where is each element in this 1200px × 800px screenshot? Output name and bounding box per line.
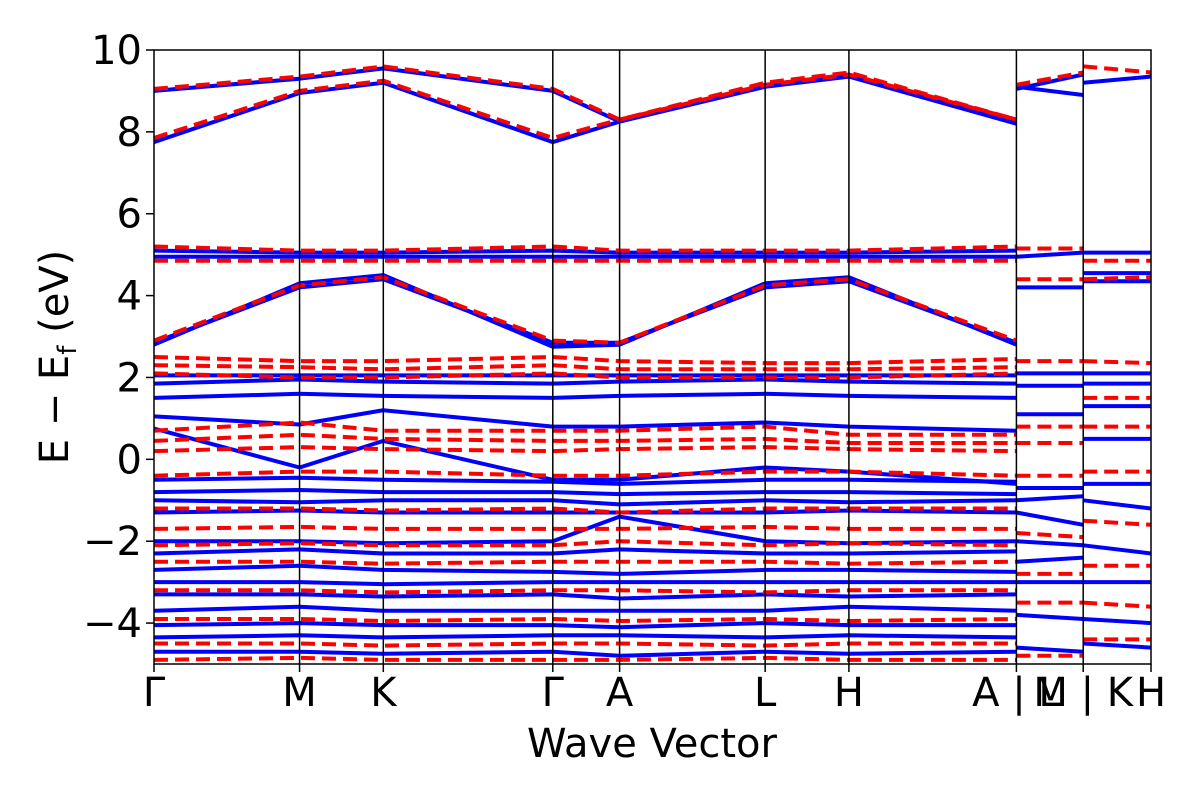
solid-band-line <box>1016 555 1084 564</box>
dashed-band-line <box>1016 70 1084 87</box>
solid-band-line <box>1082 498 1151 511</box>
solid-band-line <box>1083 74 1151 85</box>
solid-band-line <box>154 592 1017 601</box>
solid-band-line <box>1016 510 1084 527</box>
dashed-band-line <box>1016 531 1084 540</box>
solid-band-line <box>154 563 1017 576</box>
dashed-band-line <box>154 469 1017 478</box>
dashed-band-line <box>154 420 1017 437</box>
y-tick-label: −2 <box>83 519 142 565</box>
dashed-band-line <box>154 244 1017 253</box>
solid-band-line <box>154 580 1017 587</box>
y-tick-label: 10 <box>91 28 142 74</box>
y-axis-ticks: 10 8 6 4 2 0 −2 −4 <box>83 28 154 647</box>
solid-band-line <box>154 649 1017 658</box>
solid-band-line <box>154 488 1017 497</box>
y-tick-label: 8 <box>117 110 142 156</box>
x-tick-label: M | K <box>1033 670 1134 716</box>
solid-band-line <box>1016 645 1084 654</box>
dashed-band-line <box>154 588 1017 595</box>
dashed-band-line <box>154 524 1017 531</box>
y-tick-label: 2 <box>117 355 142 401</box>
dashed-band-line <box>154 641 1017 648</box>
dashed-band-line <box>154 275 1018 345</box>
solid-band-line <box>1083 617 1151 626</box>
dashed-band-line <box>1083 64 1151 75</box>
x-tick-label: K <box>370 670 398 716</box>
bands-layer <box>154 64 1151 662</box>
solid-band-line <box>154 621 1017 630</box>
x-tick-label: L <box>754 670 777 716</box>
dashed-band-line <box>154 559 1017 566</box>
dashed-band-line <box>1083 275 1151 282</box>
solid-band-line <box>154 633 1017 640</box>
y-axis-label: E − Ef (eV) <box>32 250 83 465</box>
dashed-band-line <box>154 371 1017 380</box>
x-tick-label: Γ <box>143 670 166 716</box>
solid-band-line <box>154 498 1017 507</box>
solid-band-line <box>1016 612 1084 621</box>
solid-band-line <box>154 391 1017 400</box>
solid-band-line <box>154 547 1017 556</box>
x-tick-label: H <box>834 670 864 716</box>
x-tick-label: H <box>1136 670 1166 716</box>
y-tick-label: −4 <box>83 601 142 647</box>
dashed-band-line <box>154 655 1017 662</box>
solid-band-line <box>1016 494 1084 503</box>
dashed-band-line <box>1083 600 1151 609</box>
dashed-band-line <box>154 72 1017 140</box>
solid-band-line <box>1083 641 1151 650</box>
dashed-band-line <box>154 617 1017 623</box>
y-tick-label: 6 <box>117 192 142 238</box>
dashed-band-line <box>154 355 1017 366</box>
solid-band-line <box>154 377 1017 386</box>
dashed-band-line <box>1083 518 1151 527</box>
dashed-band-line <box>154 432 1017 445</box>
x-tick-label: A <box>606 670 634 716</box>
x-axis-label: Wave Vector <box>527 721 778 767</box>
solid-band-line <box>1016 250 1084 259</box>
x-tick-label: M <box>282 670 317 716</box>
solid-band-line <box>1015 72 1084 91</box>
series-dashed <box>154 64 1151 662</box>
y-tick-label: 0 <box>117 437 142 483</box>
dashed-band-line <box>154 445 1017 454</box>
solid-band-line <box>1016 539 1084 548</box>
dashed-band-line <box>154 506 1017 515</box>
solid-band-line <box>154 604 1017 613</box>
y-tick-label: 4 <box>117 274 142 320</box>
solid-band-line <box>154 273 1018 349</box>
dashed-band-line <box>154 539 1017 548</box>
x-tick-label: A | L <box>972 670 1061 716</box>
dashed-band-line <box>1083 359 1151 366</box>
dashed-band-line <box>154 363 1017 372</box>
plot-frame <box>153 49 1152 665</box>
dashed-band-line <box>154 64 1017 122</box>
solid-band-line <box>1082 543 1151 556</box>
high-symmetry-lines <box>298 50 1084 664</box>
solid-band-line <box>154 475 1017 486</box>
x-tick-label: Γ <box>542 670 565 716</box>
